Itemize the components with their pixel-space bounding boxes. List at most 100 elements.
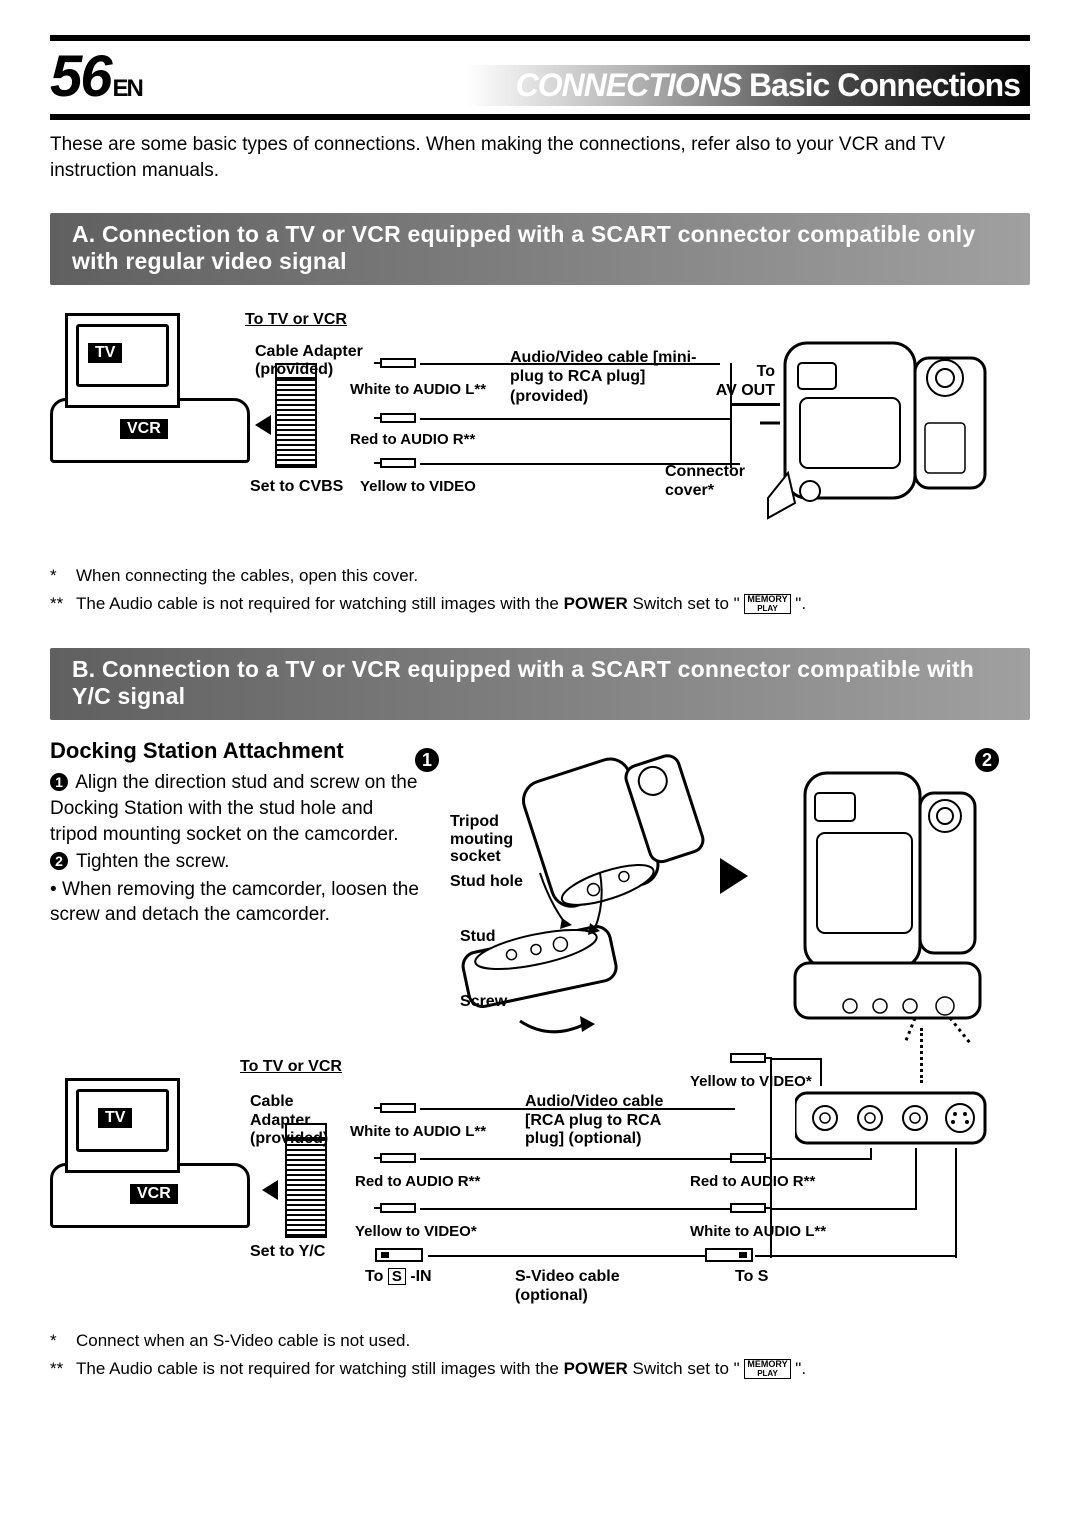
docking-title: Docking Station Attachment xyxy=(50,738,405,764)
big-arrow xyxy=(720,858,748,894)
av-cable-b: Audio/Video cable [RCA plug to RCA plug]… xyxy=(525,1093,695,1148)
docking-text-col: Docking Station Attachment 1 Align the d… xyxy=(50,738,405,1058)
step-2: 2 Tighten the screw. xyxy=(50,849,420,875)
header-top-rule xyxy=(50,35,1030,41)
vcr-label: VCR xyxy=(120,419,168,439)
line-s-b xyxy=(428,1255,708,1257)
s-box: S xyxy=(388,1268,406,1285)
tv-label: TV xyxy=(88,343,122,363)
docking-illustration-area: 1 2 xyxy=(405,738,1030,1058)
intro-text: These are some basic types of connection… xyxy=(50,132,1030,183)
plug-y-r xyxy=(730,1053,766,1063)
header-section-text: CONNECTIONS xyxy=(516,67,741,103)
footnote-a2-bold: POWER xyxy=(564,594,628,613)
white-r: White to AUDIO L** xyxy=(690,1223,826,1240)
vcr-label-b: VCR xyxy=(130,1184,178,1204)
section-b-bar: B. Connection to a TV or VCR equipped wi… xyxy=(50,648,1030,720)
plug-w-b xyxy=(380,1103,416,1113)
footnote-b1: *Connect when an S-Video cable is not us… xyxy=(50,1328,1030,1354)
section-a-bar: A. Connection to a TV or VCR equipped wi… xyxy=(50,213,1030,285)
header-row: 56EN CONNECTIONS Basic Connections xyxy=(50,43,1030,120)
step-num-1: 1 xyxy=(50,773,68,791)
plug-svideo-l xyxy=(375,1248,423,1262)
alignment-arrows xyxy=(520,863,640,953)
plug-y-b xyxy=(380,1203,416,1213)
cable-line-2 xyxy=(420,418,730,420)
header-section: CONNECTIONS Basic Connections xyxy=(516,67,1020,103)
dotted-from-dock xyxy=(920,1028,923,1083)
footnote-a2-after: ". xyxy=(791,594,806,613)
to-s-prefix: To xyxy=(365,1268,388,1285)
docking-bullet: • When removing the camcorder, loosen th… xyxy=(50,877,420,928)
footnote-b2-mid: Switch set to " xyxy=(628,1359,745,1378)
plug-svideo-r xyxy=(705,1248,753,1262)
to-tv-vcr-b: To TV or VCR xyxy=(240,1058,342,1076)
studhole-label: Stud hole xyxy=(450,873,523,891)
page-lang: EN xyxy=(113,75,142,102)
svideo-cable-label: S-Video cable (optional) xyxy=(515,1268,655,1305)
memory-top-b: MEMORY xyxy=(747,1359,787,1369)
cable-adapter-b: Cable Adapter (provided) xyxy=(250,1093,350,1148)
line-r-b xyxy=(420,1158,735,1160)
memory-play-box-b: MEMORYPLAY xyxy=(744,1359,790,1379)
docking-bullet-text: When removing the camcorder, loosen the … xyxy=(50,879,419,926)
footnote-a2-before: The Audio cable is not required for watc… xyxy=(76,594,564,613)
memory-play-box: MEMORYPLAY xyxy=(744,594,790,614)
footnote-b2: **The Audio cable is not required for wa… xyxy=(50,1356,1030,1382)
footnote-a2: **The Audio cable is not required for wa… xyxy=(50,591,1030,617)
footnote-a1: *When connecting the cables, open this c… xyxy=(50,563,1030,589)
memory-top: MEMORY xyxy=(747,594,787,604)
docking-steps: 1 Align the direction stud and screw on … xyxy=(50,770,420,928)
cable-line-1 xyxy=(420,363,720,365)
vcr-label-b-text: VCR xyxy=(130,1184,178,1204)
scart-b xyxy=(285,1138,327,1238)
vline-2 xyxy=(820,1058,822,1086)
footnote-a2-mid: Switch set to " xyxy=(628,594,745,613)
step-num-2: 2 xyxy=(50,852,68,870)
to-s-in: To S -IN xyxy=(365,1268,432,1286)
yellow-b: Yellow to VIDEO* xyxy=(355,1223,477,1240)
footnote-b2-bold: POWER xyxy=(564,1359,628,1378)
memory-bot: PLAY xyxy=(757,604,778,613)
tripod-label: Tripod mouting socket xyxy=(450,813,530,866)
marker-1: 1 xyxy=(415,748,439,772)
plug-white xyxy=(380,358,416,368)
av-cable-label: Audio/Video cable [mini-plug to RCA plug… xyxy=(510,348,710,406)
tv-label-b-text: TV xyxy=(98,1108,132,1128)
hline-1 xyxy=(770,1058,820,1060)
to-tv-vcr-label: To TV or VCR xyxy=(245,311,347,329)
stud-label: Stud xyxy=(460,928,496,946)
red-audio-label: Red to AUDIO R** xyxy=(350,431,475,448)
step-2-text: Tighten the screw. xyxy=(76,851,229,872)
footnote-b2-before: The Audio cable is not required for watc… xyxy=(76,1359,564,1378)
red-r: Red to AUDIO R** xyxy=(690,1173,815,1190)
line-w-b xyxy=(420,1108,735,1110)
screw-label: Screw xyxy=(460,993,507,1011)
h-r3 xyxy=(755,1255,955,1257)
to-s-label: To S xyxy=(735,1268,768,1286)
tv-outline xyxy=(65,313,180,408)
arrow-to-vcr xyxy=(255,415,271,435)
header-subtitle: Basic Connections xyxy=(749,67,1020,103)
vcr-label-text: VCR xyxy=(120,419,168,439)
camcorder-illustration xyxy=(750,323,1010,523)
dock-connectors xyxy=(795,1083,995,1153)
h-r2 xyxy=(770,1208,915,1210)
tv-label-text: TV xyxy=(88,343,122,363)
arrow-to-vcr-b xyxy=(262,1180,278,1200)
plug-yellow xyxy=(380,458,416,468)
cable-adapter-label: Cable Adapter (provided) xyxy=(255,343,385,379)
diagram-b-docking: Docking Station Attachment 1 Align the d… xyxy=(50,738,1030,1058)
set-yc-label: Set to Y/C xyxy=(250,1243,325,1261)
tv-label-b: TV xyxy=(98,1108,132,1128)
to-avout-label: ToTo AV OUTAV OUT xyxy=(715,363,775,400)
set-cvbs-label: Set to CVBS xyxy=(250,478,343,496)
camcorder-docked xyxy=(775,758,995,1048)
connector-cover-label: Connector cover* xyxy=(665,463,755,500)
diagram-b-connections: TV VCR To TV or VCR Cable Adapter (provi… xyxy=(50,1058,1030,1318)
step-1-text: Align the direction stud and screw on th… xyxy=(50,772,417,844)
plug-w-r xyxy=(730,1203,766,1213)
diagram-a: TV VCR To TV or VCR Cable Adapter (provi… xyxy=(50,303,1030,553)
v-r2 xyxy=(915,1148,917,1210)
yellow-video-label: Yellow to VIDEO xyxy=(360,478,476,495)
